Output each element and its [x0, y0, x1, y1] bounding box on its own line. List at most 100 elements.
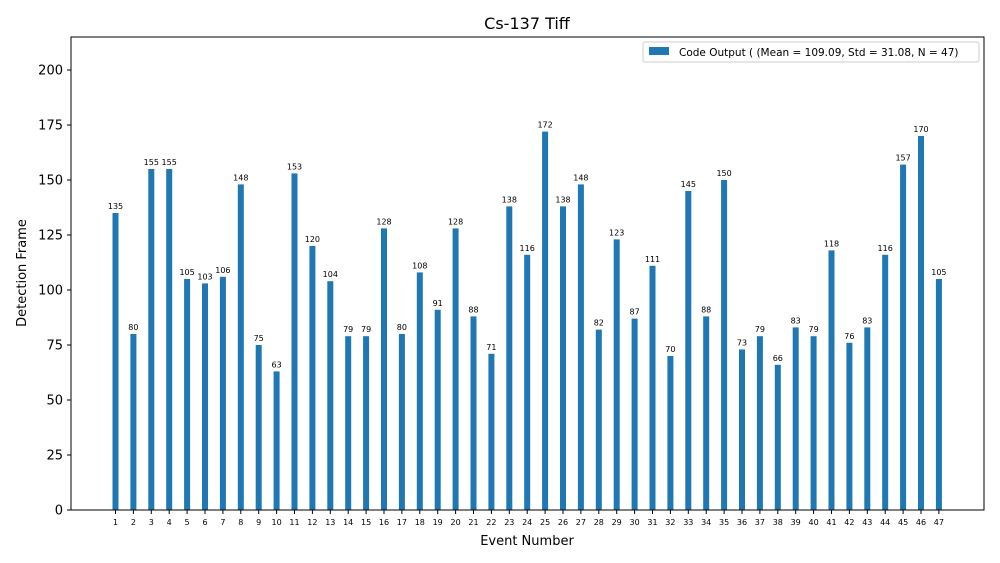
bar-20 [452, 228, 459, 510]
x-tick-label-9: 9 [256, 518, 261, 527]
x-tick-label-10: 10 [272, 518, 282, 527]
data-label-30: 87 [630, 308, 640, 317]
y-tick-label-25: 25 [46, 449, 63, 464]
bars-layer [112, 131, 942, 510]
bar-12 [309, 246, 316, 510]
data-label-10: 63 [272, 360, 282, 369]
data-label-40: 79 [809, 325, 819, 334]
data-label-32: 70 [665, 345, 675, 354]
data-label-11: 153 [287, 162, 302, 171]
data-label-43: 83 [862, 316, 872, 325]
data-label-38: 66 [773, 354, 783, 363]
x-axis-title: Event Number [480, 534, 574, 549]
bar-32 [667, 356, 674, 510]
bar-43 [864, 327, 871, 510]
y-tick-label-150: 150 [38, 174, 63, 189]
bar-36 [739, 349, 745, 510]
x-tick-label-31: 31 [647, 518, 657, 527]
bar-10 [273, 371, 280, 510]
x-tick-label-29: 29 [612, 518, 622, 527]
bar-5 [184, 279, 191, 510]
bar-6 [202, 283, 208, 510]
data-label-39: 83 [791, 316, 801, 325]
data-label-1: 135 [108, 202, 123, 211]
x-tick-label-4: 4 [167, 518, 172, 527]
chart-title: Cs-137 Tiff [484, 14, 571, 33]
x-tick-label-8: 8 [238, 518, 243, 527]
bar-44 [882, 254, 889, 510]
bar-41 [828, 250, 835, 510]
bar-37 [756, 336, 763, 510]
data-label-23: 138 [502, 195, 517, 204]
data-label-37: 79 [755, 325, 765, 334]
x-tick-label-42: 42 [844, 518, 854, 527]
bar-30 [631, 318, 638, 510]
data-label-29: 123 [609, 228, 624, 237]
data-label-14: 79 [343, 325, 353, 334]
bar-18 [416, 272, 423, 510]
data-label-41: 118 [824, 239, 839, 248]
data-label-4: 155 [162, 158, 177, 167]
data-label-13: 104 [323, 270, 338, 279]
bar-34 [703, 316, 710, 510]
x-tick-label-24: 24 [522, 518, 532, 527]
bar-40 [810, 336, 817, 510]
x-tick-label-30: 30 [630, 518, 640, 527]
bar-25 [542, 131, 549, 510]
x-tick-label-25: 25 [540, 518, 550, 527]
data-label-5: 105 [179, 268, 194, 277]
bar-31 [649, 265, 656, 510]
legend-entry: Code Output ( (Mean = 109.09, Std = 31.0… [679, 47, 959, 59]
data-label-25: 172 [537, 121, 552, 130]
x-tick-label-26: 26 [558, 518, 568, 527]
x-tick-label-28: 28 [594, 518, 604, 527]
x-tick-label-3: 3 [149, 518, 154, 527]
x-tick-label-1: 1 [113, 518, 118, 527]
data-label-8: 148 [233, 173, 248, 182]
data-label-24: 116 [520, 244, 535, 253]
x-tick-label-22: 22 [486, 518, 496, 527]
x-tick-label-15: 15 [361, 518, 371, 527]
x-tick-label-41: 41 [826, 518, 836, 527]
data-label-15: 79 [361, 325, 371, 334]
data-label-47: 105 [931, 268, 946, 277]
bar-47 [935, 279, 942, 510]
bar-22 [488, 353, 495, 510]
bar-29 [613, 239, 620, 510]
plot-frame [70, 36, 985, 511]
x-tick-label-33: 33 [683, 518, 693, 527]
x-tick-label-14: 14 [343, 518, 353, 527]
x-tick-label-20: 20 [451, 518, 461, 527]
data-label-17: 80 [397, 323, 407, 332]
bar-9 [255, 345, 262, 510]
x-tick-label-12: 12 [307, 518, 317, 527]
bar-42 [846, 342, 853, 510]
x-tick-label-36: 36 [737, 518, 747, 527]
bar-15 [363, 336, 370, 510]
data-label-12: 120 [305, 235, 320, 244]
y-axis-title: Detection Frame [15, 219, 30, 327]
y-tick-label-75: 75 [46, 339, 63, 354]
bar-4 [166, 169, 173, 510]
bar-11 [291, 173, 298, 510]
x-tick-label-16: 16 [379, 518, 389, 527]
bar-14 [345, 336, 352, 510]
x-tick-label-13: 13 [325, 518, 335, 527]
data-label-6: 103 [197, 272, 212, 281]
bar-33 [685, 191, 692, 510]
bar-28 [595, 329, 602, 510]
y-tick-label-0: 0 [55, 504, 63, 519]
y-tick-label-50: 50 [46, 394, 63, 409]
bar-39 [792, 327, 799, 510]
data-label-31: 111 [645, 255, 660, 264]
x-tick-label-23: 23 [504, 518, 514, 527]
data-label-7: 106 [215, 266, 230, 275]
data-label-20: 128 [448, 217, 463, 226]
data-label-33: 145 [681, 180, 696, 189]
x-tick-label-7: 7 [220, 518, 225, 527]
x-tick-label-18: 18 [415, 518, 425, 527]
bar-46 [918, 136, 924, 510]
data-label-36: 73 [737, 338, 747, 347]
y-tick-label-125: 125 [38, 229, 63, 244]
x-tick-label-34: 34 [701, 518, 711, 527]
